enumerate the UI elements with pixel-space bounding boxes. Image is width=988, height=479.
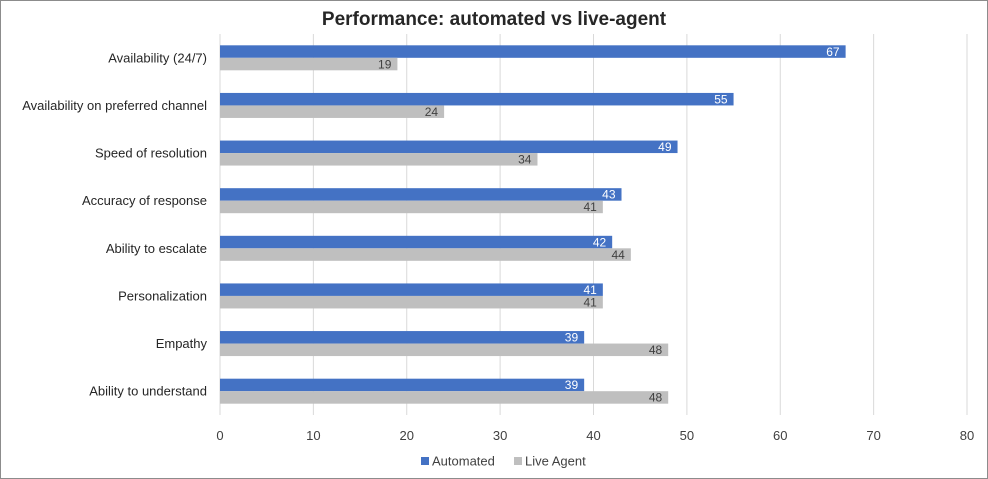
legend: Automated Live Agent: [421, 454, 586, 469]
legend-automated-swatch: [421, 457, 429, 465]
data-label-automated: 43: [602, 188, 616, 202]
x-tick-label: 30: [493, 428, 507, 443]
x-tick-label: 70: [866, 428, 880, 443]
category-label: Speed of resolution: [95, 146, 207, 161]
chart-title: Performance: automated vs live-agent: [322, 9, 667, 30]
gridlines: [219, 34, 968, 415]
bar-automated: [220, 331, 585, 344]
category-label: Accuracy of response: [82, 193, 207, 208]
bar-automated: [220, 235, 613, 249]
bar-live-agent: [220, 200, 603, 214]
category-label: Ability to understand: [89, 384, 207, 399]
data-label-live-agent: 48: [649, 343, 663, 357]
x-tick-label: 40: [586, 428, 600, 443]
category-label: Empathy: [156, 336, 208, 351]
x-tick-label: 0: [216, 428, 223, 443]
x-tick-label: 60: [773, 428, 787, 443]
data-label-automated: 39: [565, 378, 579, 392]
data-label-live-agent: 19: [378, 57, 392, 71]
bar-live-agent: [220, 57, 398, 71]
data-label-automated: 42: [593, 235, 607, 249]
data-label-live-agent: 41: [583, 295, 597, 309]
category-label: Availability on preferred channel: [22, 98, 207, 113]
bar-live-agent: [220, 248, 631, 261]
category-label: Personalization: [118, 288, 207, 303]
category-labels: Availability (24/7) Availability on prefe…: [22, 50, 207, 398]
bar-live-agent: [220, 105, 445, 118]
x-tick-label: 20: [400, 428, 414, 443]
x-tick-label: 50: [680, 428, 694, 443]
data-label-automated: 55: [714, 92, 728, 106]
data-label-live-agent: 41: [583, 200, 597, 214]
data-label-automated: 67: [826, 45, 840, 59]
category-label: Availability (24/7): [108, 50, 207, 65]
bar-automated: [220, 378, 585, 392]
data-label-live-agent: 34: [518, 153, 532, 167]
bar-live-agent: [220, 343, 669, 357]
bar-automated: [220, 140, 678, 154]
bar-automated: [220, 188, 622, 201]
bar-live-agent: [220, 391, 669, 404]
x-axis-ticks: 0 10 20 30 40 50 60 70 80: [216, 428, 974, 443]
category-label: Ability to escalate: [106, 241, 207, 256]
legend-automated-label: Automated: [432, 454, 495, 469]
x-tick-label: 80: [960, 428, 974, 443]
x-tick-label: 10: [306, 428, 320, 443]
data-label-live-agent: 48: [649, 391, 663, 405]
data-label-automated: 39: [565, 331, 579, 345]
bar-live-agent: [220, 153, 538, 166]
bar-automated: [220, 283, 603, 296]
data-label-live-agent: 44: [611, 248, 625, 262]
bar-automated: [220, 45, 846, 58]
data-label-live-agent: 24: [425, 105, 439, 119]
bar-live-agent: [220, 295, 603, 309]
data-label-automated: 49: [658, 140, 672, 154]
bar-automated: [220, 92, 734, 106]
legend-live-agent-swatch: [514, 457, 522, 465]
legend-live-agent-label: Live Agent: [525, 454, 586, 469]
data-label-automated: 41: [583, 283, 597, 297]
